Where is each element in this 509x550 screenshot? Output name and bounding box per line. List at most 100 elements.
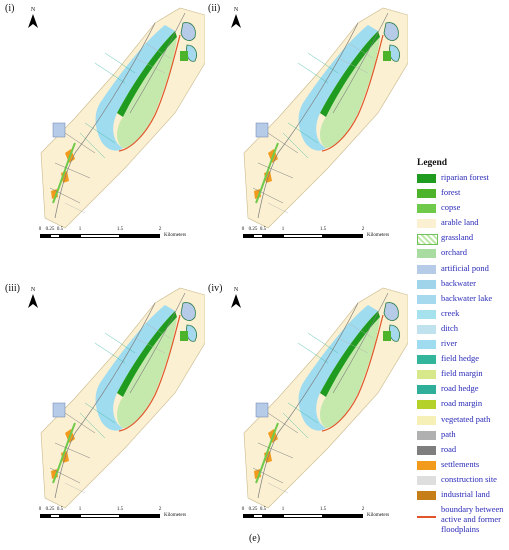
river — [95, 25, 175, 151]
legend-swatch — [417, 174, 436, 183]
scale-tick-label: 1.5 — [116, 227, 124, 232]
field-hedge — [79, 332, 136, 439]
scale-tick-label: 1.5 — [116, 507, 124, 512]
path — [267, 322, 374, 494]
legend-label: orchard — [441, 247, 467, 258]
floodplain-boundary-line — [321, 34, 384, 152]
forest-patch — [180, 51, 188, 61]
scale-segment — [50, 234, 60, 238]
scale-tick-label: 1.5 — [319, 507, 327, 512]
grassland-floodplain — [117, 317, 177, 428]
scale-bar: 0 0.25 0.5 1 1.5 2 Kilometers — [38, 507, 200, 529]
scale-segment — [253, 234, 263, 238]
legend-swatch — [417, 460, 436, 470]
road — [332, 12, 389, 114]
legend-label: grassland — [441, 232, 474, 243]
legend-item: path — [417, 429, 509, 444]
road — [332, 292, 389, 394]
scale-segment — [40, 514, 50, 518]
scale-tick-label: 0.5 — [259, 227, 267, 232]
scale-segment — [60, 514, 80, 518]
legend-label: forest — [441, 187, 461, 198]
map-panel-iv: (iv) N 0 0.25 0.5 1 1.5 2 Kilometers — [208, 283, 408, 545]
legend-item: river — [417, 338, 509, 353]
legend-swatch — [417, 340, 436, 350]
legend-item: backwater — [417, 278, 509, 293]
floodplain-map — [243, 287, 408, 509]
map-legend: Legend riparian forest forest copse arable … — [417, 158, 509, 540]
legend-label: riparian forest — [441, 172, 489, 182]
grassland-floodplain — [320, 37, 380, 148]
riparian-forest — [320, 31, 380, 117]
panel-label: (i) — [5, 3, 15, 14]
riparian-forest — [320, 311, 380, 397]
backwater-lake — [180, 302, 196, 321]
scale-unit: Kilometers — [164, 513, 187, 518]
legend-item: riparian forest — [417, 172, 509, 187]
legend-label: road — [441, 443, 457, 454]
legend-item: vegetated path — [417, 414, 509, 429]
legend-swatch — [417, 516, 436, 519]
road — [129, 12, 186, 114]
copse-corridor — [255, 142, 279, 204]
floodplain-boundary-line — [118, 314, 181, 432]
scale-segment — [253, 514, 263, 518]
artificial-pond — [255, 402, 269, 418]
scale-tick-label: 0.5 — [259, 507, 267, 512]
floodplain-boundary-line — [118, 34, 181, 152]
legend-label: road margin — [441, 398, 483, 409]
north-arrow: N — [228, 287, 244, 313]
scale-unit: Kilometers — [367, 513, 390, 518]
path — [64, 322, 171, 494]
legend-item: field margin — [417, 368, 509, 383]
north-arrow-icon — [231, 294, 241, 308]
map-panel-i: (i) N 0 0.25 0.5 1 1.5 2 Kilometers — [5, 3, 205, 265]
legend-swatch — [417, 400, 436, 410]
scale-tick-label: 0.25 — [45, 227, 55, 232]
field-hedge — [79, 52, 136, 159]
north-arrow-icon — [231, 14, 241, 28]
floodplain-map — [243, 7, 408, 229]
legend-item: road margin — [417, 398, 509, 413]
backwater-lake — [383, 22, 399, 41]
field-hedge — [282, 52, 339, 159]
scale-segment — [263, 514, 283, 518]
scale-segment — [243, 514, 253, 518]
path — [64, 42, 171, 214]
scale-tick-label: 0 — [241, 227, 245, 232]
scale-bar: 0 0.25 0.5 1 1.5 2 Kilometers — [241, 227, 403, 249]
legend-label: artificial pond — [441, 262, 489, 273]
legend-swatch — [417, 355, 436, 365]
riparian-forest — [117, 31, 177, 117]
forest-patch — [383, 331, 391, 341]
forest-patch — [383, 51, 391, 61]
scale-tick-label: 1 — [281, 507, 285, 512]
legend-swatch — [417, 264, 436, 274]
scale-segment — [323, 234, 363, 238]
legend-item: construction site — [417, 474, 509, 489]
road — [49, 132, 96, 204]
floodplain-map — [40, 7, 205, 229]
grassland-floodplain — [320, 317, 380, 428]
legend-item: road hedge — [417, 383, 509, 398]
legend-item: copse — [417, 202, 509, 217]
legend-swatch — [417, 324, 436, 334]
legend-swatch — [417, 415, 436, 425]
legend-label: industrial land — [441, 488, 490, 499]
legend-item: arable land — [417, 217, 509, 232]
legend-label: field margin — [441, 368, 483, 379]
legend-swatch — [417, 234, 438, 246]
backwater-lake — [383, 302, 399, 321]
legend-label: vegetated path — [441, 413, 491, 424]
scale-tick-label: 0 — [38, 507, 42, 512]
legend-label: river — [441, 338, 458, 349]
scale-unit: Kilometers — [367, 233, 390, 238]
road — [54, 22, 156, 219]
scale-tick-label: 1.5 — [319, 227, 327, 232]
legend-label: creek — [441, 307, 460, 318]
scale-bar: 0 0.25 0.5 1 1.5 2 Kilometers — [242, 507, 403, 529]
north-arrow-icon — [28, 14, 38, 28]
legend-item: grassland — [417, 232, 509, 247]
road — [129, 292, 186, 394]
legend-label: road hedge — [441, 383, 479, 394]
